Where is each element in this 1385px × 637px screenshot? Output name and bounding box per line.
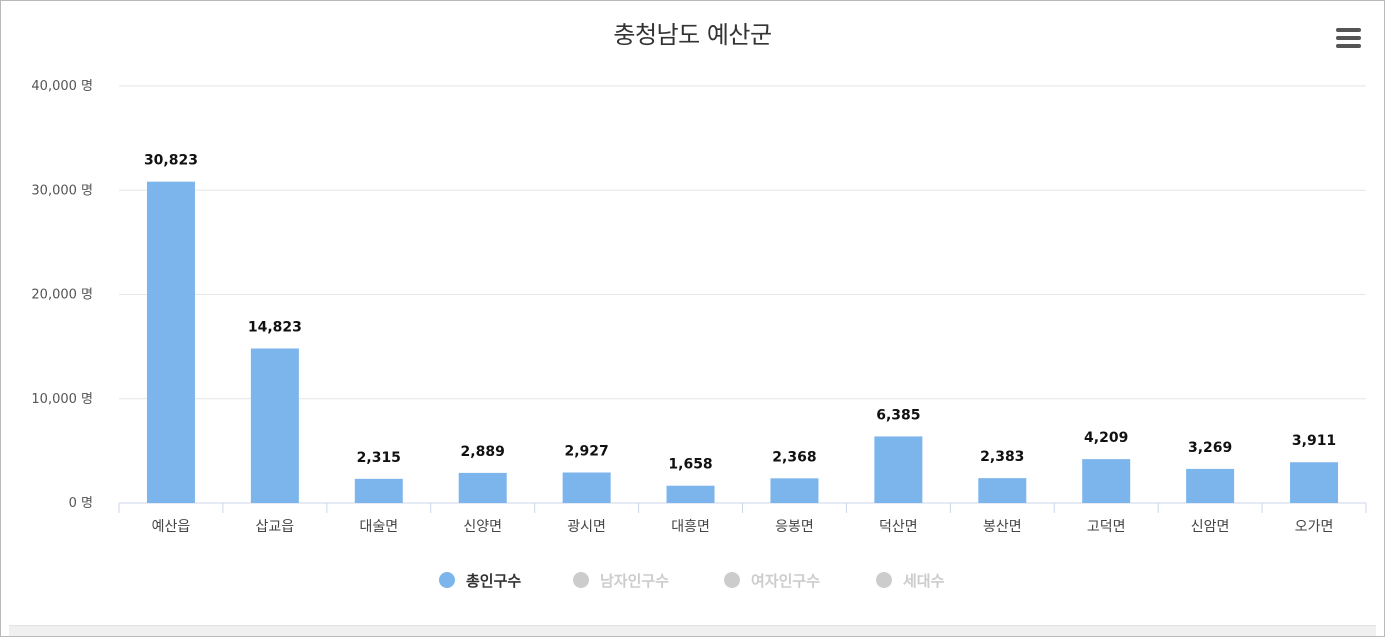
data-label: 30,823	[144, 153, 198, 169]
x-tick-label: 삽교읍	[256, 519, 295, 535]
bar-삽교읍[interactable]	[250, 348, 299, 503]
legend-item-1[interactable]: 남자인구수	[600, 572, 669, 590]
data-label: 1,658	[668, 457, 712, 473]
data-label: 2,383	[980, 449, 1024, 465]
data-label: 6,385	[876, 407, 920, 423]
legend-marker-icon[interactable]	[439, 572, 455, 588]
y-tick-label: 0 명	[69, 496, 93, 511]
x-tick-label: 예산읍	[152, 519, 191, 535]
data-label: 2,889	[461, 444, 505, 460]
y-tick-label: 40,000 명	[31, 79, 93, 94]
bar-오가면[interactable]	[1290, 462, 1339, 503]
legend-item-3[interactable]: 세대수	[903, 572, 945, 590]
y-tick-label: 30,000 명	[31, 183, 93, 198]
bar-응봉면[interactable]	[770, 478, 819, 503]
legend-item-2[interactable]: 여자인구수	[751, 572, 820, 590]
data-label: 2,315	[357, 450, 401, 466]
hamburger-menu-icon[interactable]	[1333, 26, 1363, 50]
y-tick-label: 10,000 명	[31, 392, 93, 407]
bar-대흥면[interactable]	[666, 485, 715, 503]
bar-신암면[interactable]	[1186, 468, 1235, 503]
legend-marker-icon[interactable]	[724, 572, 740, 588]
horizontal-scrollbar[interactable]	[9, 625, 1376, 636]
data-label: 3,269	[1188, 440, 1232, 456]
data-label: 14,823	[248, 319, 302, 335]
data-label: 4,209	[1084, 430, 1128, 446]
data-label: 3,911	[1292, 433, 1336, 449]
x-tick-label: 신암면	[1191, 519, 1230, 535]
x-tick-label: 고덕면	[1087, 519, 1126, 535]
x-tick-label: 덕산면	[879, 519, 918, 535]
chart-title: 충청남도 예산군	[613, 21, 772, 49]
data-label: 2,368	[772, 449, 816, 465]
bar-신양면[interactable]	[458, 472, 507, 503]
bar-봉산면[interactable]	[978, 478, 1027, 503]
y-tick-label: 20,000 명	[31, 288, 93, 303]
legend-marker-icon[interactable]	[573, 572, 589, 588]
legend-item-0[interactable]: 총인구수	[466, 572, 521, 590]
x-tick-label: 대술면	[359, 519, 398, 535]
x-tick-label: 신양면	[463, 519, 502, 535]
x-tick-label: 대흥면	[671, 519, 710, 535]
x-tick-label: 응봉면	[775, 519, 814, 535]
bar-예산읍[interactable]	[146, 181, 195, 503]
x-tick-label: 광시면	[567, 519, 606, 535]
bar-고덕면[interactable]	[1082, 459, 1131, 503]
bar-대술면[interactable]	[354, 478, 403, 503]
data-label: 2,927	[564, 443, 608, 459]
legend-marker-icon[interactable]	[876, 572, 892, 588]
x-tick-label: 오가면	[1295, 519, 1334, 535]
x-tick-label: 봉산면	[983, 519, 1022, 535]
bar-광시면[interactable]	[562, 472, 611, 503]
bar-덕산면[interactable]	[874, 436, 923, 503]
